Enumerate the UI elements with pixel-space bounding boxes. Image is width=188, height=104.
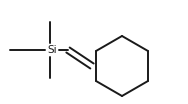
Text: Si: Si xyxy=(47,45,57,55)
